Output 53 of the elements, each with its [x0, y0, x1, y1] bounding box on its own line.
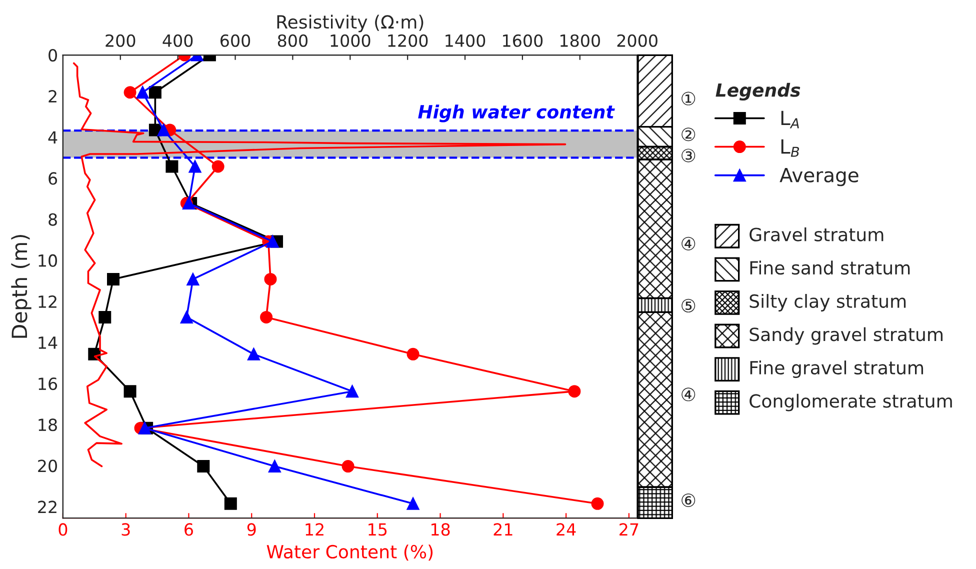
x2-tick-label: 200 [106, 34, 136, 47]
x-axis-title: Water Content (%) [266, 544, 433, 561]
x2-tick-label: 1400 [446, 34, 486, 47]
y-tick-label: 8 [48, 213, 57, 226]
x-tick-label: 3 [122, 523, 130, 536]
legend-label: L$_{A}$ [781, 110, 799, 128]
y-tick-label: 10 [38, 254, 57, 267]
y-tick-label: 16 [38, 377, 58, 390]
text: Fine sand stratum [750, 260, 910, 275]
text: Conglomerate stratum [750, 394, 952, 412]
band-label: High water content [418, 104, 615, 122]
y-tick-label: 20 [38, 460, 57, 472]
x2-tick-label: 1600 [503, 34, 543, 47]
text: Sandy gravel stratum [750, 327, 942, 345]
y-tick-label: 18 [38, 418, 57, 432]
x2-tick-label: 600 [220, 34, 250, 47]
x2-tick-label: 800 [278, 34, 308, 47]
text: ⑥ [682, 494, 696, 508]
text: ④ [682, 236, 696, 250]
y-tick-label: 12 [38, 295, 56, 308]
text: Silty clay stratum [750, 294, 906, 312]
x-tick-label: 6 [184, 523, 193, 536]
x2-tick-label: 1000 [330, 34, 370, 47]
legend-title: Legends [716, 82, 800, 101]
x-tick-label: 21 [494, 523, 512, 536]
x-tick-label: 18 [432, 523, 450, 536]
x2-tick-label: 400 [162, 34, 193, 47]
y-tick-label: 2 [48, 90, 56, 102]
y-tick-label: 22 [38, 500, 56, 514]
y-axis-title: Depth (m) [11, 234, 32, 338]
text: ③ [682, 148, 696, 162]
x2-tick-label: 1800 [560, 34, 600, 47]
text: Gravel stratum [750, 227, 884, 242]
text: ① [682, 92, 696, 106]
text: ⑤ [682, 298, 696, 312]
x-tick-label: 27 [620, 523, 638, 536]
y-tick-label: 4 [48, 131, 58, 144]
y-tick-label: 6 [48, 172, 58, 185]
y-tick-label: 14 [38, 336, 58, 349]
x-tick-label: 24 [556, 523, 576, 536]
text: ② [682, 128, 696, 142]
legend-label: L$_{B}$ [781, 139, 800, 157]
x2-axis-title: Resistivity (Ω·m) [277, 14, 424, 32]
x-tick-label: 0 [58, 523, 68, 536]
x2-tick-label: 2000 [617, 34, 658, 47]
legend-label: Average [780, 168, 858, 186]
x-tick-label: 9 [247, 523, 256, 536]
x-tick-label: 12 [306, 523, 324, 536]
x2-tick-label: 1200 [388, 34, 428, 47]
x-tick-label: 15 [368, 523, 387, 536]
text: ④ [682, 388, 696, 402]
y-tick-label: 0 [48, 48, 57, 62]
text: Fine gravel stratum [750, 360, 924, 378]
